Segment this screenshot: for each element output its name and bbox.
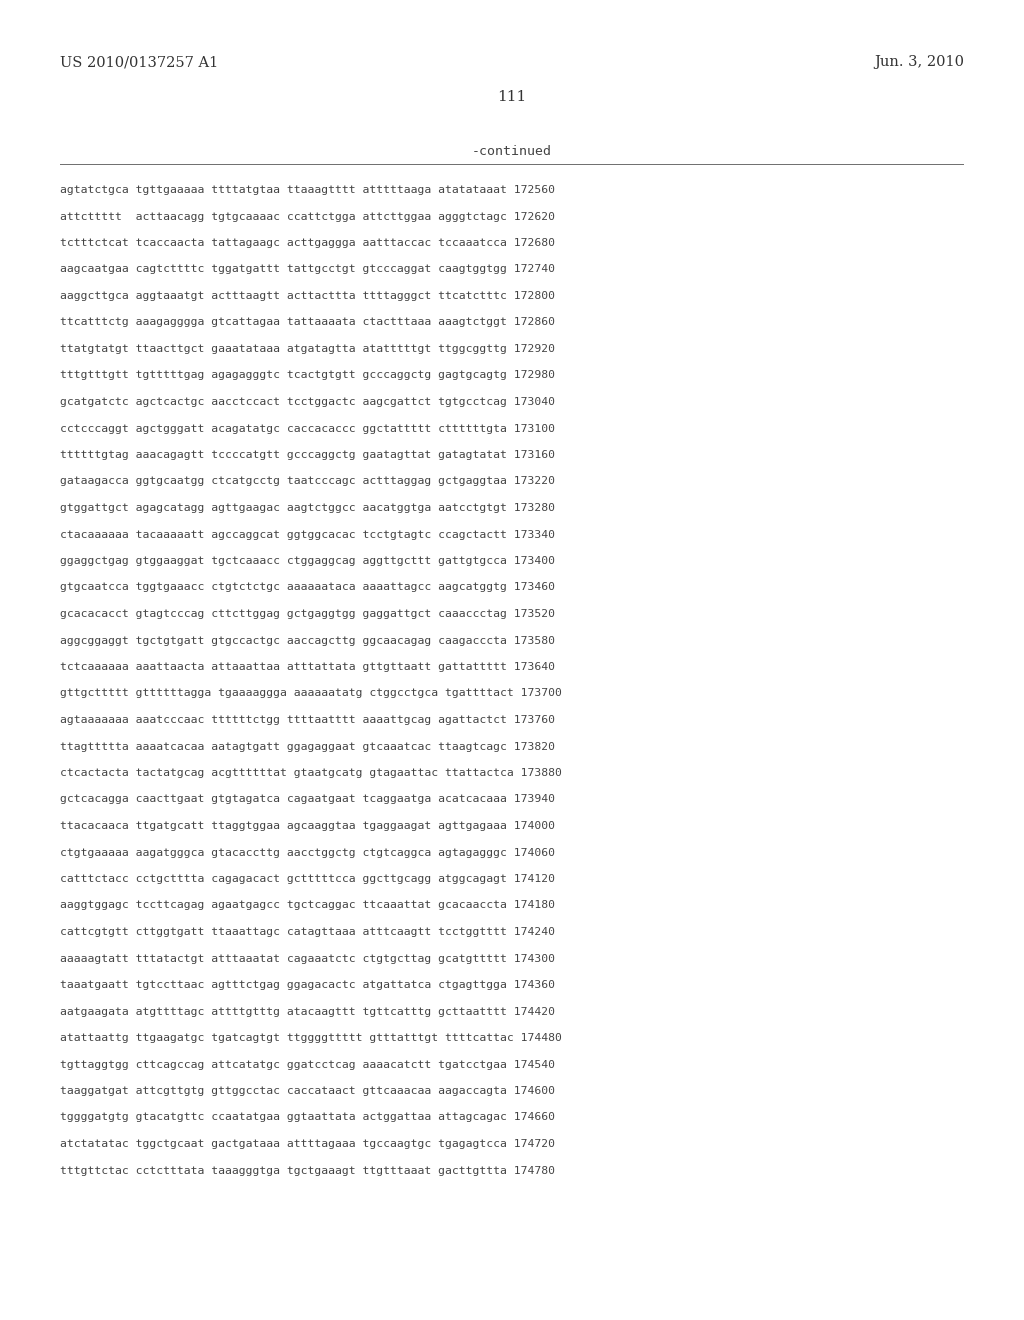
Text: tttgtttgtt tgtttttgag agagagggtc tcactgtgtt gcccaggctg gagtgcagtg 172980: tttgtttgtt tgtttttgag agagagggtc tcactgt… — [60, 371, 555, 380]
Text: cattcgtgtt cttggtgatt ttaaattagc catagttaaa atttcaagtt tcctggtttt 174240: cattcgtgtt cttggtgatt ttaaattagc catagtt… — [60, 927, 555, 937]
Text: tggggatgtg gtacatgttc ccaatatgaa ggtaattata actggattaa attagcagac 174660: tggggatgtg gtacatgttc ccaatatgaa ggtaatt… — [60, 1113, 555, 1122]
Text: ggaggctgag gtggaaggat tgctcaaacc ctggaggcag aggttgcttt gattgtgcca 173400: ggaggctgag gtggaaggat tgctcaaacc ctggagg… — [60, 556, 555, 566]
Text: aatgaagata atgttttagc attttgtttg atacaagttt tgttcatttg gcttaatttt 174420: aatgaagata atgttttagc attttgtttg atacaag… — [60, 1007, 555, 1016]
Text: tttgttctac cctctttata taaagggtga tgctgaaagt ttgtttaaat gacttgttta 174780: tttgttctac cctctttata taaagggtga tgctgaa… — [60, 1166, 555, 1176]
Text: ttacacaaca ttgatgcatt ttaggtggaa agcaaggtaa tgaggaagat agttgagaaa 174000: ttacacaaca ttgatgcatt ttaggtggaa agcaagg… — [60, 821, 555, 832]
Text: ttatgtatgt ttaacttgct gaaatataaa atgatagtta atatttttgt ttggcggttg 172920: ttatgtatgt ttaacttgct gaaatataaa atgatag… — [60, 345, 555, 354]
Text: ttcatttctg aaagagggga gtcattagaa tattaaaata ctactttaaa aaagtctggt 172860: ttcatttctg aaagagggga gtcattagaa tattaaa… — [60, 318, 555, 327]
Text: gtgcaatcca tggtgaaacc ctgtctctgc aaaaaataca aaaattagcc aagcatggtg 173460: gtgcaatcca tggtgaaacc ctgtctctgc aaaaaat… — [60, 582, 555, 593]
Text: Jun. 3, 2010: Jun. 3, 2010 — [874, 55, 964, 69]
Text: taaatgaatt tgtccttaac agtttctgag ggagacactc atgattatca ctgagttgga 174360: taaatgaatt tgtccttaac agtttctgag ggagaca… — [60, 979, 555, 990]
Text: tctcaaaaaa aaattaacta attaaattaa atttattata gttgttaatt gattattttt 173640: tctcaaaaaa aaattaacta attaaattaa atttatt… — [60, 663, 555, 672]
Text: agtatctgca tgttgaaaaa ttttatgtaa ttaaagtttt atttttaaga atatataaat 172560: agtatctgca tgttgaaaaa ttttatgtaa ttaaagt… — [60, 185, 555, 195]
Text: aagcaatgaa cagtcttttc tggatgattt tattgcctgt gtcccaggat caagtggtgg 172740: aagcaatgaa cagtcttttc tggatgattt tattgcc… — [60, 264, 555, 275]
Text: 111: 111 — [498, 90, 526, 104]
Text: atctatatac tggctgcaat gactgataaa attttagaaa tgccaagtgc tgagagtcca 174720: atctatatac tggctgcaat gactgataaa attttag… — [60, 1139, 555, 1148]
Text: aaaaagtatt tttatactgt atttaaatat cagaaatctc ctgtgcttag gcatgttttt 174300: aaaaagtatt tttatactgt atttaaatat cagaaat… — [60, 953, 555, 964]
Text: gataagacca ggtgcaatgg ctcatgcctg taatcccagc actttaggag gctgaggtaa 173220: gataagacca ggtgcaatgg ctcatgcctg taatccc… — [60, 477, 555, 487]
Text: catttctacc cctgctttta cagagacact gctttttcca ggcttgcagg atggcagagt 174120: catttctacc cctgctttta cagagacact gcttttt… — [60, 874, 555, 884]
Text: -continued: -continued — [472, 145, 552, 158]
Text: US 2010/0137257 A1: US 2010/0137257 A1 — [60, 55, 218, 69]
Text: ctgtgaaaaa aagatgggca gtacaccttg aacctggctg ctgtcaggca agtagagggc 174060: ctgtgaaaaa aagatgggca gtacaccttg aacctgg… — [60, 847, 555, 858]
Text: ttttttgtag aaacagagtt tccccatgtt gcccaggctg gaatagttat gatagtatat 173160: ttttttgtag aaacagagtt tccccatgtt gcccagg… — [60, 450, 555, 459]
Text: ttagttttta aaaatcacaa aatagtgatt ggagaggaat gtcaaatcac ttaagtcagc 173820: ttagttttta aaaatcacaa aatagtgatt ggagagg… — [60, 742, 555, 751]
Text: gctcacagga caacttgaat gtgtagatca cagaatgaat tcaggaatga acatcacaaa 173940: gctcacagga caacttgaat gtgtagatca cagaatg… — [60, 795, 555, 804]
Text: attcttttt  acttaacagg tgtgcaaaac ccattctgga attcttggaa agggtctagc 172620: attcttttt acttaacagg tgtgcaaaac ccattctg… — [60, 211, 555, 222]
Text: atattaattg ttgaagatgc tgatcagtgt ttggggttttt gtttatttgt ttttcattac 174480: atattaattg ttgaagatgc tgatcagtgt ttggggt… — [60, 1034, 562, 1043]
Text: ctacaaaaaa tacaaaaatt agccaggcat ggtggcacac tcctgtagtc ccagctactt 173340: ctacaaaaaa tacaaaaatt agccaggcat ggtggca… — [60, 529, 555, 540]
Text: taaggatgat attcgttgtg gttggcctac caccataact gttcaaacaa aagaccagta 174600: taaggatgat attcgttgtg gttggcctac caccata… — [60, 1086, 555, 1096]
Text: tgttaggtgg cttcagccag attcatatgc ggatcctcag aaaacatctt tgatcctgaa 174540: tgttaggtgg cttcagccag attcatatgc ggatcct… — [60, 1060, 555, 1069]
Text: aaggtggagc tccttcagag agaatgagcc tgctcaggac ttcaaattat gcacaaccta 174180: aaggtggagc tccttcagag agaatgagcc tgctcag… — [60, 900, 555, 911]
Text: aaggcttgca aggtaaatgt actttaagtt acttacttta ttttagggct ttcatctttc 172800: aaggcttgca aggtaaatgt actttaagtt acttact… — [60, 290, 555, 301]
Text: gcatgatctc agctcactgc aacctccact tcctggactc aagcgattct tgtgcctcag 173040: gcatgatctc agctcactgc aacctccact tcctgga… — [60, 397, 555, 407]
Text: ctcactacta tactatgcag acgttttttat gtaatgcatg gtagaattac ttattactca 173880: ctcactacta tactatgcag acgttttttat gtaatg… — [60, 768, 562, 777]
Text: cctcccaggt agctgggatt acagatatgc caccacaccc ggctattttt cttttttgta 173100: cctcccaggt agctgggatt acagatatgc caccaca… — [60, 424, 555, 433]
Text: gtggattgct agagcatagg agttgaagac aagtctggcc aacatggtga aatcctgtgt 173280: gtggattgct agagcatagg agttgaagac aagtctg… — [60, 503, 555, 513]
Text: aggcggaggt tgctgtgatt gtgccactgc aaccagcttg ggcaacagag caagacccta 173580: aggcggaggt tgctgtgatt gtgccactgc aaccagc… — [60, 635, 555, 645]
Text: gcacacacct gtagtcccag cttcttggag gctgaggtgg gaggattgct caaaccctag 173520: gcacacacct gtagtcccag cttcttggag gctgagg… — [60, 609, 555, 619]
Text: agtaaaaaaa aaatcccaac ttttttctgg ttttaatttt aaaattgcag agattactct 173760: agtaaaaaaa aaatcccaac ttttttctgg ttttaat… — [60, 715, 555, 725]
Text: gttgcttttt gttttttagga tgaaaaggga aaaaaatatg ctggcctgca tgattttact 173700: gttgcttttt gttttttagga tgaaaaggga aaaaaa… — [60, 689, 562, 698]
Text: tctttctcat tcaccaacta tattagaagc acttgaggga aatttaccac tccaaatcca 172680: tctttctcat tcaccaacta tattagaagc acttgag… — [60, 238, 555, 248]
